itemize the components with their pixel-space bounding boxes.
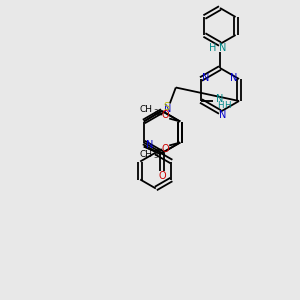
Text: N: N bbox=[230, 73, 238, 83]
Text: 3: 3 bbox=[153, 109, 158, 115]
Text: S: S bbox=[164, 103, 170, 112]
Text: N: N bbox=[219, 43, 227, 53]
Text: H: H bbox=[224, 100, 230, 109]
Text: O: O bbox=[158, 171, 166, 181]
Text: N: N bbox=[146, 140, 154, 149]
Text: H: H bbox=[217, 101, 223, 110]
Text: CH: CH bbox=[140, 105, 153, 114]
Text: CH: CH bbox=[140, 150, 153, 159]
Text: N: N bbox=[219, 110, 227, 120]
Text: N: N bbox=[164, 104, 172, 114]
Text: 3: 3 bbox=[153, 154, 158, 160]
Text: O: O bbox=[161, 110, 169, 121]
Text: H: H bbox=[209, 43, 217, 53]
Text: N: N bbox=[216, 94, 224, 104]
Text: N: N bbox=[202, 73, 210, 83]
Text: O: O bbox=[161, 143, 169, 154]
